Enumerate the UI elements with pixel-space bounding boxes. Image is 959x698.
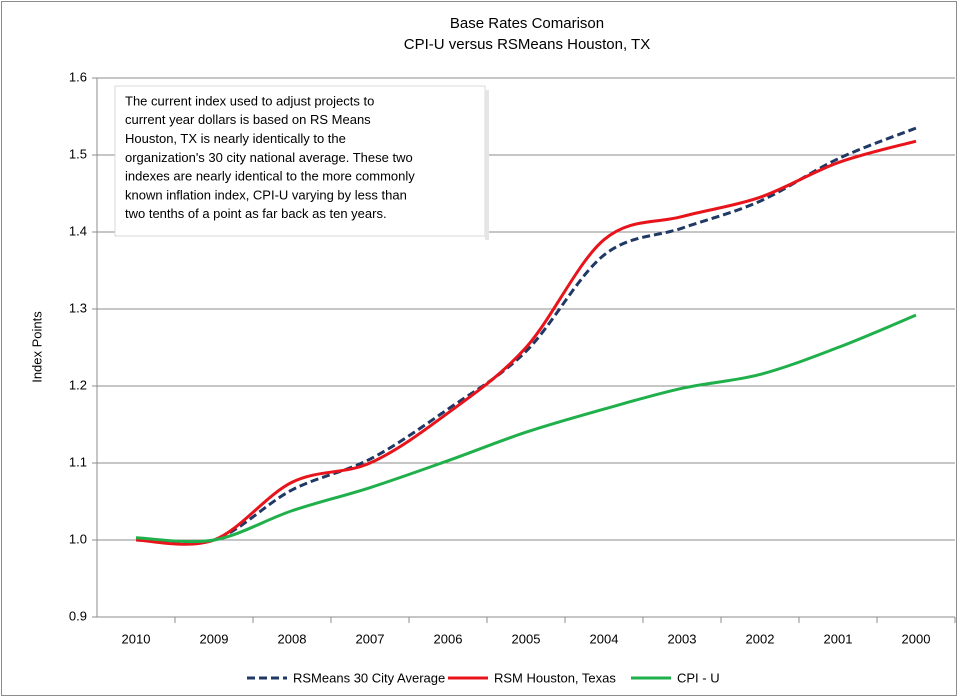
series-line bbox=[135, 126, 917, 546]
y-tick-label: 1.3 bbox=[69, 300, 87, 315]
x-tick-label: 2004 bbox=[590, 631, 619, 646]
x-tick-label: 2007 bbox=[356, 631, 385, 646]
annotation-line: The current index used to adjust project… bbox=[125, 93, 374, 108]
x-tick-label: 2010 bbox=[122, 631, 151, 646]
legend-label: CPI - U bbox=[677, 670, 720, 685]
x-tick-label: 2009 bbox=[200, 631, 229, 646]
legend-label: RSM Houston, Texas bbox=[494, 670, 616, 685]
legend-label: RSMeans 30 City Average bbox=[293, 670, 445, 685]
x-tick-label: 2003 bbox=[668, 631, 697, 646]
x-tick-label: 2005 bbox=[512, 631, 541, 646]
annotation-line: current year dollars is based on RS Mean… bbox=[125, 112, 371, 127]
annotation-shadow bbox=[485, 90, 489, 240]
annotation-line: indexes are nearly identical to the more… bbox=[125, 169, 415, 184]
annotation-line: organization's 30 city national average.… bbox=[125, 150, 413, 165]
series-line bbox=[135, 313, 917, 544]
x-tick-label: 2001 bbox=[824, 631, 853, 646]
x-tick-label: 2000 bbox=[902, 631, 931, 646]
y-tick-label: 1.6 bbox=[69, 69, 87, 84]
chart-subtitle: CPI-U versus RSMeans Houston, TX bbox=[404, 36, 650, 53]
x-tick-label: 2002 bbox=[746, 631, 775, 646]
y-tick-label: 1.4 bbox=[69, 223, 87, 238]
annotation-line: Houston, TX is nearly identically to the bbox=[125, 131, 346, 146]
series-line bbox=[135, 139, 917, 546]
annotation: The current index used to adjust project… bbox=[114, 85, 489, 240]
y-tick-label: 1.5 bbox=[69, 146, 87, 161]
y-tick-label: 1.0 bbox=[69, 531, 87, 546]
x-tick-label: 2008 bbox=[278, 631, 307, 646]
chart-title: Base Rates Comarison bbox=[450, 15, 604, 32]
y-tick-label: 0.9 bbox=[69, 608, 87, 623]
annotation-line: known inflation index, CPI-U varying by … bbox=[125, 187, 407, 202]
y-tick-label: 1.2 bbox=[69, 377, 87, 392]
y-tick-label: 1.1 bbox=[69, 454, 87, 469]
annotation-line: two tenths of a point as far back as ten… bbox=[125, 206, 387, 221]
x-tick-label: 2006 bbox=[434, 631, 463, 646]
y-axis-title: Index Points bbox=[29, 311, 44, 383]
